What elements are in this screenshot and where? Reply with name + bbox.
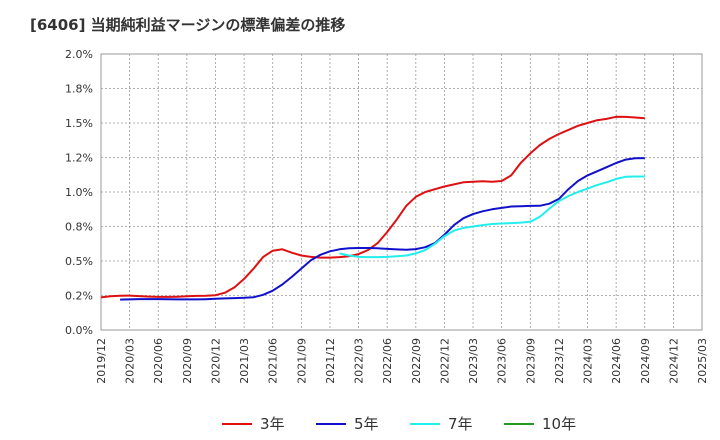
legend-item: 7年 <box>410 413 473 433</box>
y-tick-label: 2.0% <box>65 48 93 61</box>
x-tick-label: 2020/06 <box>152 338 165 384</box>
x-tick-label: 2019/12 <box>95 338 108 384</box>
x-axis-ticks: 2019/12 2020/03 2020/06 2020/09 2020/12 2021/… <box>95 338 709 384</box>
y-tick-label: 0.2% <box>65 290 93 303</box>
x-tick-label: 2020/09 <box>181 338 194 384</box>
x-tick-label: 2020/03 <box>124 338 137 384</box>
legend-item: 3年 <box>222 413 285 433</box>
legend-label: 3年 <box>260 415 285 433</box>
legend-swatch <box>410 422 440 425</box>
x-tick-label: 2024/09 <box>639 338 652 384</box>
y-axis-ticks: 0.0% 0.2% 0.5% 0.8% 1.0% 1.2% 1.5% 1.8% 2.0% <box>65 48 93 337</box>
y-tick-label: 0.0% <box>65 324 93 337</box>
x-tick-label: 2021/09 <box>295 338 308 384</box>
y-tick-label: 0.5% <box>65 255 93 268</box>
grid-lines <box>100 53 703 331</box>
x-tick-label: 2025/03 <box>696 338 709 384</box>
series-line-7年 <box>339 175 645 259</box>
series-lines <box>100 115 645 301</box>
y-tick-label: 1.0% <box>65 186 93 199</box>
x-tick-label: 2022/09 <box>410 338 423 384</box>
y-tick-label: 1.8% <box>65 83 93 96</box>
x-tick-label: 2023/09 <box>524 338 537 384</box>
x-tick-label: 2022/12 <box>438 338 451 384</box>
x-tick-label: 2024/06 <box>610 338 623 384</box>
x-tick-label: 2023/03 <box>467 338 480 384</box>
legend-label: 10年 <box>542 415 577 433</box>
x-tick-label: 2022/03 <box>353 338 366 384</box>
x-tick-label: 2024/03 <box>582 338 595 384</box>
y-tick-label: 1.2% <box>65 152 93 165</box>
x-tick-label: 2024/12 <box>667 338 680 384</box>
legend-item: 10年 <box>504 413 576 433</box>
y-tick-label: 0.8% <box>65 221 93 234</box>
x-tick-label: 2023/06 <box>496 338 509 384</box>
x-tick-label: 2021/03 <box>238 338 251 384</box>
x-tick-label: 2021/06 <box>267 338 280 384</box>
legend-swatch <box>316 422 346 425</box>
series-line-3年 <box>100 115 645 299</box>
legend-label: 5年 <box>354 415 379 433</box>
legend-label: 7年 <box>448 415 473 433</box>
series-line-5年 <box>120 157 645 301</box>
chart-title: [6406] 当期純利益マージンの標準偏差の推移 <box>30 16 346 34</box>
legend-swatch <box>504 422 534 425</box>
x-tick-label: 2020/12 <box>209 338 222 384</box>
legend-item: 5年 <box>316 413 379 433</box>
y-tick-label: 1.5% <box>65 117 93 130</box>
x-tick-label: 2021/12 <box>324 338 337 384</box>
x-tick-label: 2023/12 <box>553 338 566 384</box>
legend-swatch <box>222 422 252 425</box>
x-tick-label: 2022/06 <box>381 338 394 384</box>
